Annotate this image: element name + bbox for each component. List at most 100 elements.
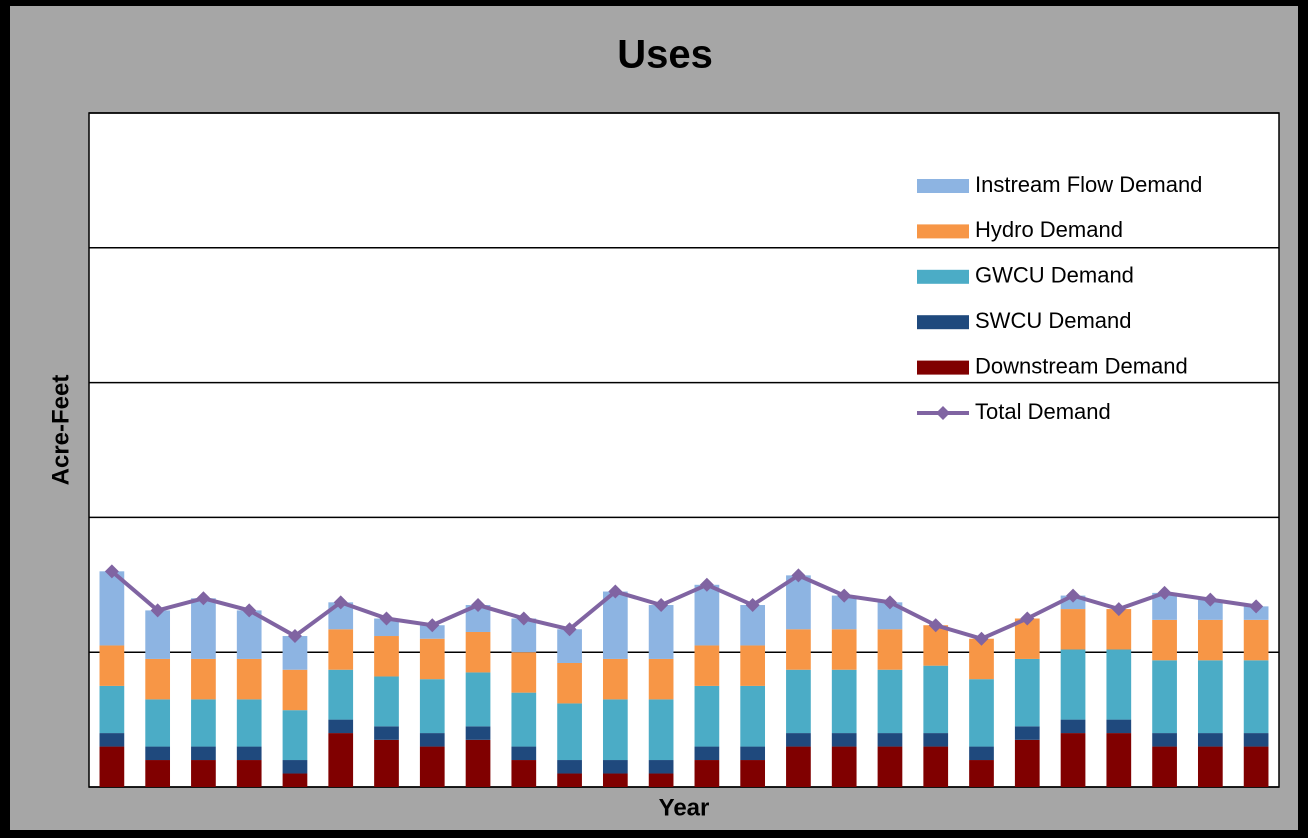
line-marker — [1020, 611, 1035, 626]
bar-segment — [557, 760, 582, 774]
legend-label: SWCU Demand — [975, 308, 1131, 333]
bar-segment — [99, 733, 125, 747]
line-marker — [837, 588, 852, 603]
bar-segment — [831, 629, 857, 670]
bar-segment — [374, 618, 399, 637]
bar-segment — [694, 584, 720, 646]
legend-swatch — [917, 179, 969, 193]
x-axis-label: Year — [659, 794, 710, 821]
bar-segment — [602, 773, 628, 787]
bar-segment — [602, 591, 628, 659]
bar-segment — [99, 746, 125, 787]
line-marker — [654, 598, 669, 613]
line-marker — [516, 611, 531, 626]
bar-segment — [465, 631, 491, 673]
bar-segment — [877, 629, 903, 670]
bar-segment — [1243, 660, 1269, 734]
legend-marker — [936, 406, 950, 420]
bar-segment — [1060, 733, 1086, 787]
bar-segment — [236, 746, 262, 761]
bar-segment — [1152, 746, 1177, 787]
bar-segment — [648, 605, 674, 659]
bar-segment — [648, 773, 674, 787]
bar-segment — [328, 733, 354, 787]
bar-segment — [1152, 660, 1177, 734]
bar-segment — [145, 610, 171, 659]
line-marker — [791, 568, 806, 583]
bar-segment — [465, 726, 491, 740]
bar-segment — [99, 571, 125, 646]
bar-segment — [282, 710, 308, 761]
bar-segment — [786, 733, 811, 747]
bar-segment — [831, 669, 857, 734]
bar-segment — [694, 645, 720, 686]
bar-segment — [694, 685, 720, 747]
bar-segment — [786, 746, 811, 787]
legend-swatch — [917, 224, 969, 239]
line-marker — [150, 603, 165, 618]
bar-segment — [145, 699, 171, 747]
line-marker — [333, 595, 348, 610]
bar-segment — [740, 760, 766, 787]
bar-segment — [1152, 733, 1177, 747]
bar-segment — [877, 669, 903, 734]
line-marker — [425, 618, 440, 633]
line-marker — [471, 598, 486, 613]
bar-segment — [602, 658, 628, 700]
bar-segment — [1197, 619, 1223, 661]
line-marker — [1203, 592, 1218, 607]
y-axis-label: Acre-Feet — [47, 375, 74, 486]
bar-segment — [236, 658, 262, 700]
line-series — [110, 569, 1257, 641]
bar-segment — [191, 658, 216, 700]
bar-segment — [557, 703, 582, 761]
bar-segment — [1106, 719, 1132, 734]
bar-segment — [1243, 746, 1269, 787]
line-marker — [287, 629, 302, 644]
line-marker — [104, 564, 119, 579]
bar-segment — [374, 739, 399, 787]
bar-segment — [877, 746, 903, 787]
bar-segment — [969, 679, 994, 747]
bar-segment — [786, 669, 811, 734]
line-marker — [608, 584, 623, 599]
bar-segment — [831, 746, 857, 787]
bar-segment — [602, 699, 628, 761]
line-marker — [196, 591, 211, 606]
bar-segment — [557, 773, 582, 787]
legend-label: Instream Flow Demand — [975, 172, 1202, 197]
line-marker — [562, 622, 577, 637]
bar-segment — [419, 638, 445, 680]
bar-segment — [1060, 719, 1086, 734]
bar-segment — [99, 685, 125, 734]
legend-swatch — [917, 269, 969, 284]
bar-segment — [786, 629, 811, 670]
legend-label: Downstream Demand — [975, 353, 1188, 378]
bar-segment — [969, 760, 994, 787]
bar-segment — [877, 733, 903, 747]
bar-segment — [1014, 658, 1040, 727]
bar-segment — [282, 773, 308, 787]
legend-label: GWCU Demand — [975, 263, 1134, 288]
bar-segment — [99, 645, 125, 686]
bar-segment — [328, 669, 354, 720]
bar-segment — [923, 733, 949, 747]
bar-segment — [236, 610, 262, 659]
bar-segment — [740, 645, 766, 686]
bar-segment — [602, 760, 628, 774]
line-marker — [1157, 585, 1172, 600]
bar-segment — [1243, 733, 1269, 747]
bar-segment — [786, 575, 811, 630]
line-marker — [379, 611, 394, 626]
bar-segment — [694, 746, 720, 761]
line-marker — [1111, 602, 1126, 617]
bar-segment — [236, 760, 262, 787]
bar-segment — [236, 699, 262, 747]
bar-segment — [145, 746, 171, 761]
bar-segment — [145, 658, 171, 700]
line-marker — [1066, 588, 1081, 603]
line-marker — [1249, 599, 1264, 614]
legend-swatch — [917, 360, 969, 375]
bar-segment — [191, 598, 216, 659]
line-marker — [745, 598, 760, 613]
